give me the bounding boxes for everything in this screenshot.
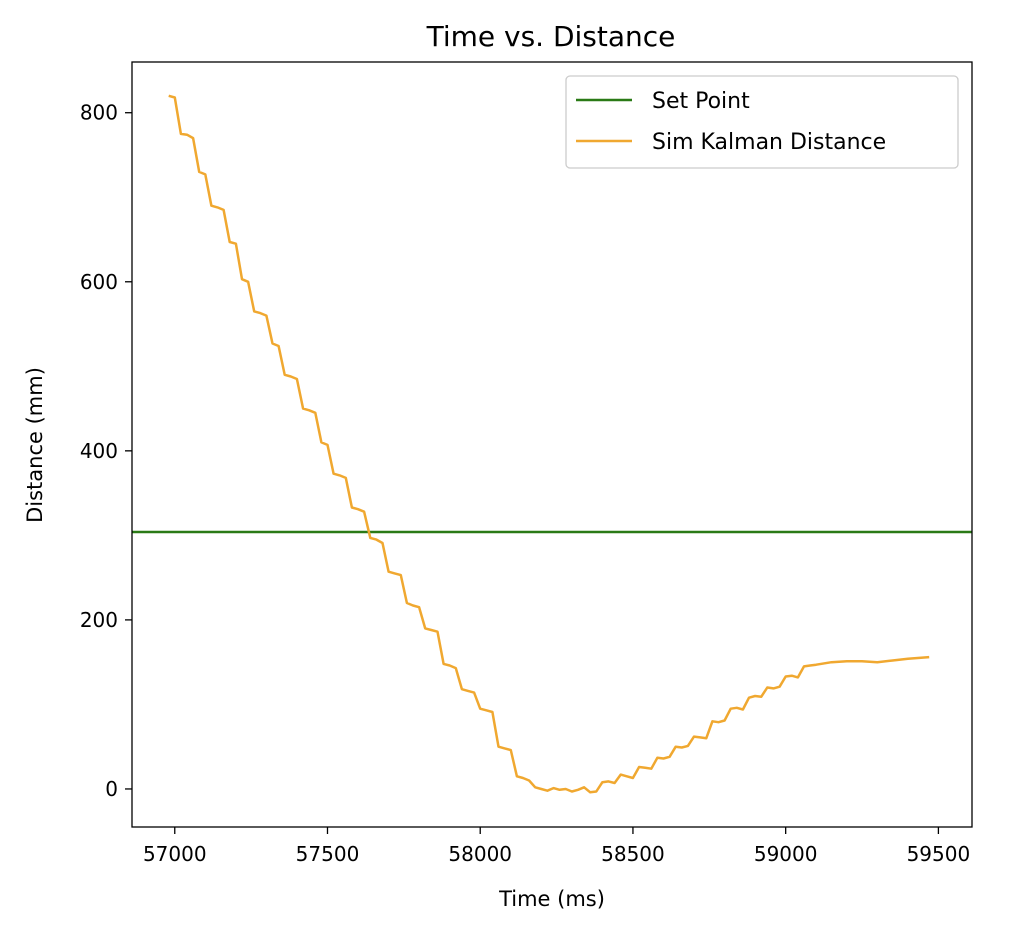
x-tick-label: 58000 — [448, 842, 512, 866]
y-axis: 0 200 400 600 800 — [80, 101, 132, 801]
series-line-sim-kalman-distance — [168, 94, 930, 794]
x-axis: 57000 57500 58000 58500 59000 59500 — [143, 827, 970, 866]
series-layer — [132, 94, 972, 794]
y-tick-label: 600 — [80, 270, 118, 294]
x-tick-label: 59500 — [907, 842, 971, 866]
y-tick-label: 800 — [80, 101, 118, 125]
x-tick-label: 57000 — [143, 842, 207, 866]
plot-frame — [132, 62, 972, 827]
y-tick-label: 200 — [80, 608, 118, 632]
y-tick-label: 400 — [80, 439, 118, 463]
legend: Set Point Sim Kalman Distance — [565, 75, 959, 169]
chart-title: Time vs. Distance — [426, 20, 676, 53]
y-tick-label: 0 — [105, 777, 118, 801]
legend-label-set-point: Set Point — [652, 89, 750, 114]
legend-box — [565, 75, 959, 169]
legend-label-sim-kalman-distance: Sim Kalman Distance — [652, 130, 886, 155]
plot-border — [131, 61, 973, 828]
y-axis-label: Distance (mm) — [23, 367, 47, 523]
x-axis-label: Time (ms) — [498, 887, 605, 911]
x-tick-label: 59000 — [754, 842, 818, 866]
x-tick-label: 58500 — [601, 842, 665, 866]
plot-area — [131, 61, 973, 828]
x-tick-label: 57500 — [296, 842, 360, 866]
